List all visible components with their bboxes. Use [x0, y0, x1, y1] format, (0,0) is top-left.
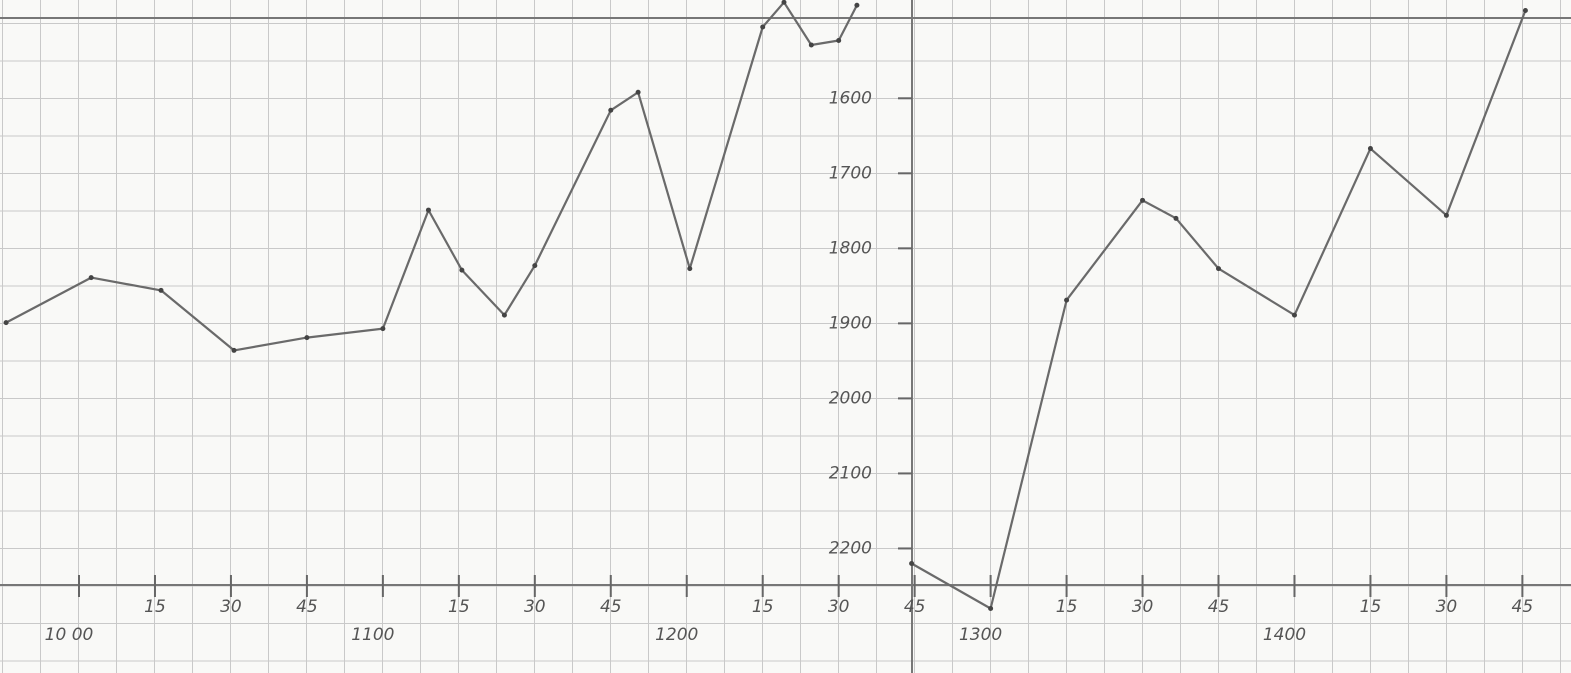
- data-point: [88, 275, 94, 281]
- y-tick-label: 2000: [829, 388, 872, 408]
- data-point: [909, 560, 915, 566]
- y-tick-label: 2100: [829, 463, 872, 483]
- x-tick-label: 45: [904, 597, 926, 617]
- x-tick-label: 10 00: [45, 625, 94, 645]
- x-tick-label: 30: [524, 597, 546, 617]
- x-tick-label: 15: [1360, 597, 1382, 617]
- data-point: [635, 89, 641, 95]
- x-tick-label: 30: [828, 597, 850, 617]
- y-tick-label: 1800: [829, 238, 872, 258]
- data-point: [836, 38, 842, 44]
- data-point: [501, 312, 507, 318]
- x-tick-label: 45: [1512, 597, 1534, 617]
- x-tick-label: 15: [1056, 597, 1078, 617]
- x-tick-label: 45: [600, 597, 622, 617]
- y-tick-label: 2200: [829, 538, 872, 558]
- data-point: [687, 266, 693, 272]
- data-point: [1216, 266, 1222, 272]
- data-point: [1443, 212, 1449, 218]
- data-point: [1367, 146, 1373, 152]
- data-point: [1173, 215, 1179, 221]
- x-tick-label: 30: [1436, 597, 1458, 617]
- x-tick-label: 1400: [1263, 625, 1306, 645]
- x-tick-label: 1300: [959, 625, 1002, 645]
- data-point: [854, 2, 860, 8]
- data-point: [760, 24, 766, 30]
- data-point: [1140, 197, 1146, 203]
- x-tick-label: 30: [1132, 597, 1154, 617]
- data-point: [380, 326, 386, 332]
- x-tick-label: 1200: [655, 625, 698, 645]
- x-tick-label: 45: [296, 597, 318, 617]
- data-point: [988, 605, 994, 611]
- x-tick-label: 15: [752, 597, 774, 617]
- data-point: [1522, 8, 1528, 14]
- x-tick-label: 15: [144, 597, 166, 617]
- y-tick-label: 1600: [829, 88, 872, 108]
- data-point: [808, 42, 814, 48]
- y-tick-label: 1900: [829, 313, 872, 333]
- data-point: [304, 335, 310, 341]
- data-line: [5, 1, 1527, 610]
- data-point: [231, 347, 237, 353]
- data-point: [459, 267, 465, 273]
- data-point: [608, 107, 614, 113]
- data-point: [1064, 297, 1070, 303]
- data-point: [1291, 312, 1297, 318]
- data-point: [781, 0, 787, 5]
- y-tick-label: 1700: [829, 163, 872, 183]
- x-tick-label: 45: [1208, 597, 1230, 617]
- x-tick-label: 15: [448, 597, 470, 617]
- data-point: [158, 287, 164, 293]
- x-tick-label: 30: [220, 597, 242, 617]
- x-tick-label: 1100: [351, 625, 394, 645]
- data-point: [532, 263, 538, 269]
- data-point: [3, 320, 9, 326]
- data-point: [425, 207, 431, 213]
